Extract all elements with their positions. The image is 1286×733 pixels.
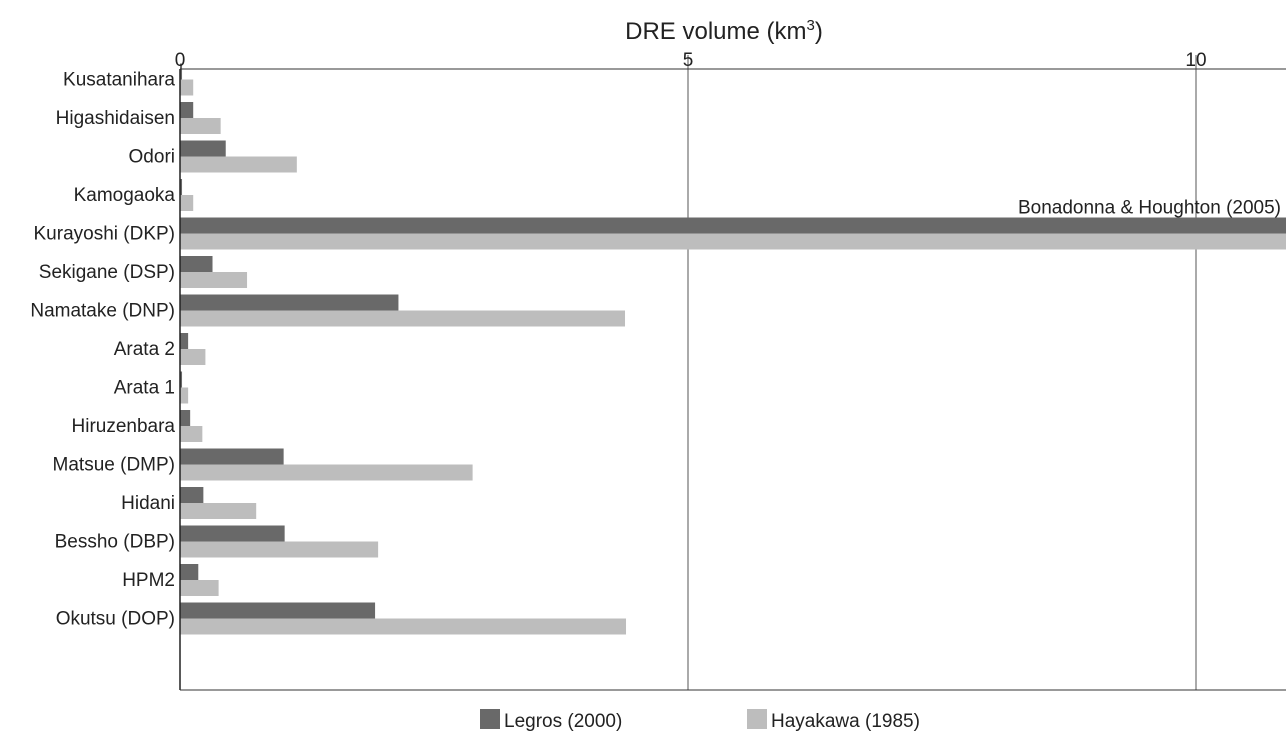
legend: Legros (2000) Hayakawa (1985) — [480, 709, 920, 732]
bar-legros — [180, 602, 376, 619]
bar-hayakawa — [180, 310, 626, 327]
x-tick-label: 5 — [683, 50, 694, 71]
category-label: Hiruzenbara — [72, 416, 176, 437]
category-label: Sekigane (DSP) — [39, 262, 175, 283]
category-label: Okutsu (DOP) — [56, 609, 175, 630]
legend-label: Legros (2000) — [504, 711, 622, 732]
category-label: Kamogaoka — [74, 185, 176, 206]
bar-legros — [180, 217, 1286, 234]
bar-hayakawa — [180, 387, 189, 404]
bar-hayakawa — [180, 618, 627, 635]
category-label: HPM2 — [122, 570, 175, 591]
category-label: Matsue (DMP) — [53, 455, 175, 476]
category-label: Arata 2 — [114, 339, 175, 360]
x-axis-title-base: DRE volume (km — [625, 18, 806, 45]
x-axis-title-tail: ) — [815, 18, 823, 45]
bar-hayakawa — [180, 464, 473, 481]
category-label: Kurayoshi (DKP) — [34, 224, 176, 245]
category-label: Odori — [129, 147, 175, 168]
category-label: Kusatanihara — [63, 70, 175, 91]
category-label: Higashidaisen — [56, 108, 175, 129]
bars — [180, 63, 1286, 635]
bar-hayakawa — [180, 503, 257, 519]
category-label: Namatake (DNP) — [30, 301, 175, 322]
bar-legros — [180, 333, 189, 349]
bar-hayakawa — [180, 426, 203, 442]
bar-legros — [180, 371, 183, 388]
category-label: Hidani — [121, 493, 175, 514]
x-axis-title: DRE volume (km3) — [625, 17, 823, 45]
bar-legros — [180, 487, 204, 503]
bar-legros — [180, 294, 399, 311]
bar-hayakawa — [180, 233, 1286, 250]
bar-legros — [180, 410, 191, 426]
category-label: Arata 1 — [114, 378, 175, 399]
legend-label: Hayakawa (1985) — [771, 711, 920, 732]
x-tick-label: 0 — [175, 50, 186, 71]
bar-legros — [180, 179, 183, 195]
bar-legros — [180, 102, 194, 118]
bar-hayakawa — [180, 118, 221, 134]
bar-hayakawa — [180, 79, 194, 96]
annotation-label: Bonadonna & Houghton (2005) — [1018, 198, 1281, 219]
category-label: Bessho (DBP) — [55, 532, 175, 553]
bar-hayakawa — [180, 195, 194, 211]
annotations: Bonadonna & Houghton (2005) — [1018, 198, 1281, 219]
labels: 05101520KusataniharaHigashidaisenOdoriKa… — [30, 50, 1206, 630]
x-axis-title-sup: 3 — [807, 17, 815, 34]
bar-legros — [180, 63, 183, 80]
bar-hayakawa — [180, 349, 206, 365]
legend-swatch — [747, 709, 767, 729]
x-tick-label: 10 — [1185, 50, 1206, 71]
grid-lines — [687, 55, 1197, 690]
bar-legros — [180, 448, 284, 465]
bar-hayakawa — [180, 272, 248, 288]
axes — [179, 68, 1286, 691]
bar-legros — [180, 525, 285, 542]
bar-legros — [180, 140, 226, 157]
legend-swatch — [480, 709, 500, 729]
bar-hayakawa — [180, 156, 297, 173]
bar-legros — [180, 564, 199, 580]
bar-hayakawa — [180, 580, 219, 596]
bar-legros — [180, 256, 213, 272]
bar-hayakawa — [180, 541, 379, 558]
